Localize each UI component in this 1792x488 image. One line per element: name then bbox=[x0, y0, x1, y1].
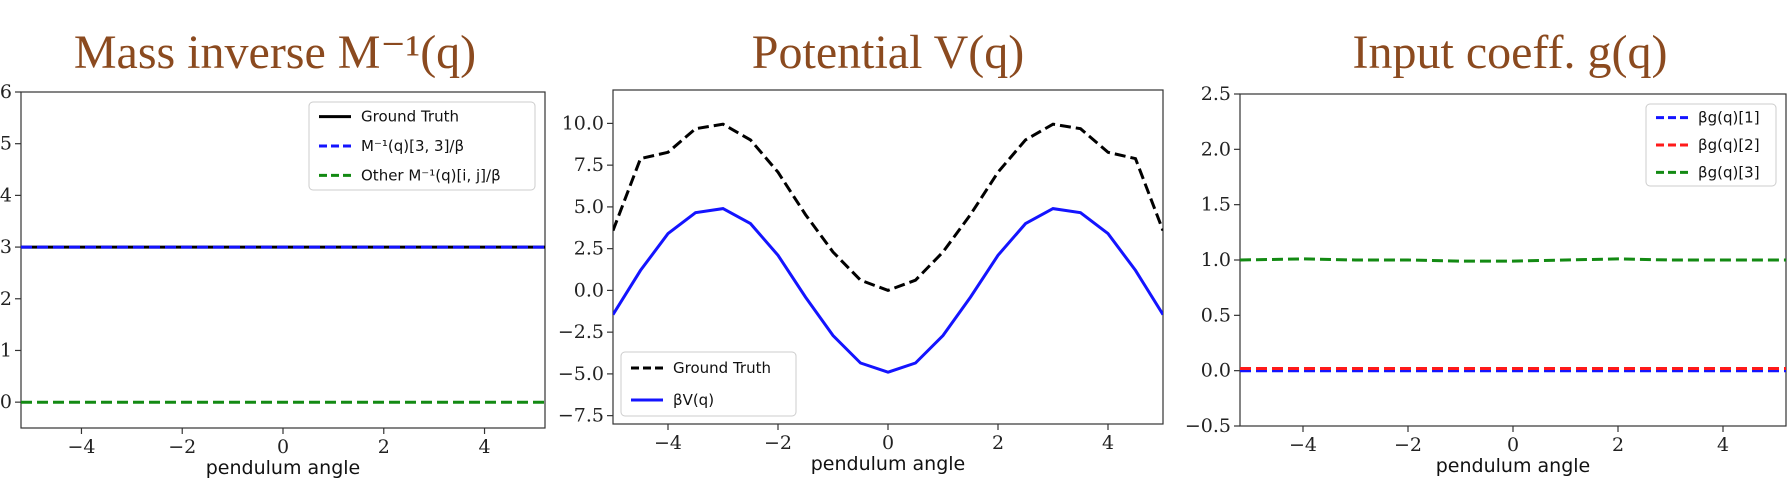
legend-entry: Other M⁻¹(q)[i, j]/β bbox=[361, 166, 501, 184]
y-tick-label: −7.5 bbox=[558, 405, 604, 427]
x-tick-label: −2 bbox=[1394, 434, 1422, 456]
legend-box bbox=[1645, 103, 1777, 187]
y-tick-label: 0 bbox=[0, 391, 12, 413]
y-tick-label: 1.5 bbox=[1201, 194, 1231, 216]
legend: Ground Truth βV(q) bbox=[620, 351, 797, 417]
chart-title: Mass inverse M⁻¹(q) bbox=[74, 26, 476, 79]
chart-title: Potential V(q) bbox=[752, 26, 1024, 79]
x-tick-label: 4 bbox=[478, 436, 490, 458]
y-tick-label: −0.5 bbox=[1185, 415, 1231, 437]
chart-panel-2: Potential V(q) −4 −2 0 2 4 −7.5 −5.0 −2.5 0.0 2.5 5… bbox=[558, 26, 1164, 475]
y-tick-label: 7.5 bbox=[574, 154, 604, 176]
x-tick-label: 2 bbox=[378, 436, 390, 458]
legend-entry: M⁻¹(q)[3, 3]/β bbox=[361, 137, 464, 155]
legend-box bbox=[308, 101, 536, 191]
legend-entry: βg(q)[3] bbox=[1698, 163, 1760, 181]
y-tick-label: 0.5 bbox=[1201, 304, 1231, 326]
y-tick-label: 2.0 bbox=[1201, 138, 1231, 160]
y-tick-label: 2.5 bbox=[574, 238, 604, 260]
legend-entry: βV(q) bbox=[673, 391, 714, 409]
x-tick-label: 0 bbox=[1507, 434, 1519, 456]
legend-entry: Ground Truth bbox=[361, 108, 459, 126]
x-axis-label: pendulum angle bbox=[206, 457, 360, 479]
legend: βg(q)[1] βg(q)[2] βg(q)[3] bbox=[1645, 103, 1777, 187]
x-tick-label: 0 bbox=[277, 436, 289, 458]
x-tick-label: −4 bbox=[67, 436, 95, 458]
y-tick-label: 10.0 bbox=[562, 112, 604, 134]
y-tick-label: 3 bbox=[0, 236, 12, 258]
series-line-3 bbox=[1240, 257, 1786, 263]
y-tick-label: 6 bbox=[0, 81, 12, 103]
chart-title: Input coeff. g(q) bbox=[1353, 26, 1668, 79]
y-tick-label: −5.0 bbox=[558, 363, 604, 385]
legend-entry: βg(q)[1] bbox=[1698, 109, 1760, 127]
x-tick-label: −4 bbox=[654, 432, 682, 454]
x-axis-label: pendulum angle bbox=[1436, 455, 1590, 477]
y-tick-label: 1 bbox=[0, 339, 12, 361]
x-tick-label: 4 bbox=[1102, 432, 1114, 454]
y-tick-label: 5.0 bbox=[574, 196, 604, 218]
y-tick-label: 5 bbox=[0, 133, 12, 155]
legend: Ground Truth M⁻¹(q)[3, 3]/β Other M⁻¹(q)[i… bbox=[308, 101, 536, 191]
chart-panel-3: Input coeff. g(q) −4 −2 0 2 4 −0.5 0.0 0.5 1.0 1.5… bbox=[1185, 26, 1787, 477]
x-tick-label: 2 bbox=[992, 432, 1004, 454]
x-axis-label: pendulum angle bbox=[811, 453, 965, 475]
x-tick-label: 0 bbox=[882, 432, 894, 454]
y-tick-label: 4 bbox=[0, 184, 12, 206]
y-tick-label: 0.0 bbox=[1201, 360, 1231, 382]
y-tick-label: 2.5 bbox=[1201, 83, 1231, 105]
x-tick-label: −2 bbox=[764, 432, 792, 454]
legend-entry: βg(q)[2] bbox=[1698, 136, 1760, 154]
legend-entry: Ground Truth bbox=[673, 359, 771, 377]
chart-panel-1: Mass inverse M⁻¹(q) −4 −2 0 2 4 0 1 2 3 4 5 6 pendulu… bbox=[0, 26, 546, 479]
x-tick-label: −4 bbox=[1289, 434, 1317, 456]
y-tick-label: 0.0 bbox=[574, 279, 604, 301]
legend-box bbox=[620, 351, 797, 417]
y-tick-label: 1.0 bbox=[1201, 249, 1231, 271]
x-tick-label: 2 bbox=[1612, 434, 1624, 456]
y-tick-label: 2 bbox=[0, 288, 12, 310]
x-tick-label: −2 bbox=[168, 436, 196, 458]
y-tick-label: −2.5 bbox=[558, 321, 604, 343]
x-tick-label: 4 bbox=[1717, 434, 1729, 456]
series-line-1 bbox=[613, 122, 1163, 292]
series-line-2 bbox=[613, 207, 1163, 374]
